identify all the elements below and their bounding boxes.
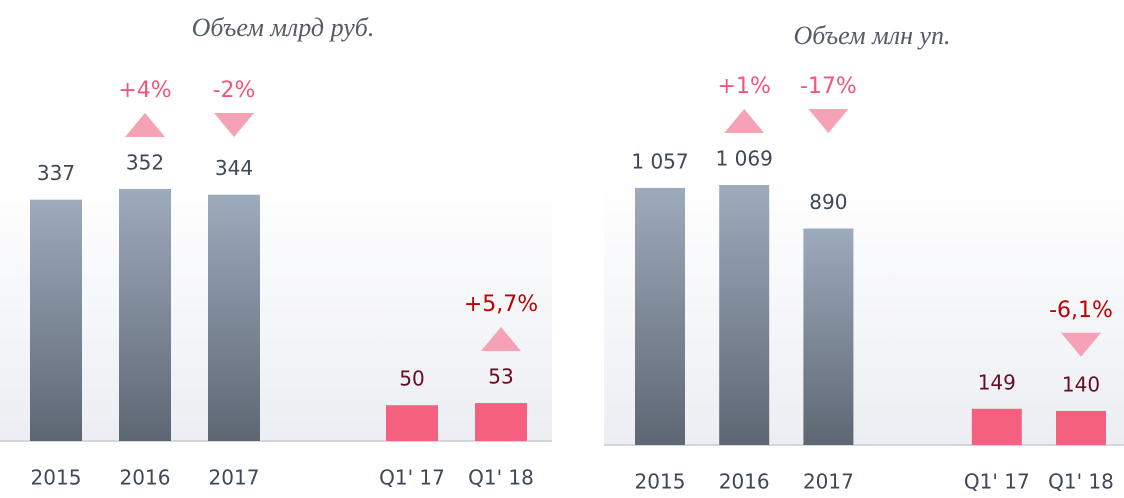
bar xyxy=(30,199,82,441)
plot-background xyxy=(0,179,552,441)
plot-background xyxy=(604,175,1124,445)
bar xyxy=(208,194,260,441)
change-arrow xyxy=(724,109,765,133)
value-label: 1 057 xyxy=(631,149,688,173)
x-tick-label: Q1' 18 xyxy=(1048,470,1114,494)
change-arrow xyxy=(481,327,521,352)
value-label: 149 xyxy=(978,370,1016,394)
value-label: 50 xyxy=(399,367,424,391)
x-tick-label: 2016 xyxy=(120,466,171,490)
value-label: 344 xyxy=(215,156,253,180)
value-label: 352 xyxy=(126,151,164,175)
change-label: -6,1% xyxy=(1049,298,1113,323)
change-label: +1% xyxy=(718,74,771,99)
value-label: 140 xyxy=(1062,372,1100,396)
bar xyxy=(803,228,854,445)
x-tick-label: 2016 xyxy=(719,470,770,494)
value-label: 337 xyxy=(37,161,75,185)
x-tick-label: 2015 xyxy=(635,470,686,494)
chart-title: Объем млрд руб. xyxy=(192,13,375,42)
x-tick-label: Q1' 17 xyxy=(379,466,445,490)
change-arrow xyxy=(808,109,849,133)
value-label: 890 xyxy=(809,190,847,214)
change-arrow xyxy=(125,113,165,137)
change-label: -2% xyxy=(213,78,256,103)
bar xyxy=(1056,410,1106,445)
x-tick-label: 2015 xyxy=(31,466,82,490)
x-tick-label: 2017 xyxy=(803,470,854,494)
bar xyxy=(635,187,685,445)
value-label: 53 xyxy=(488,365,513,389)
change-arrow xyxy=(1061,332,1101,357)
x-tick-label: Q1' 18 xyxy=(468,466,534,490)
bar xyxy=(719,185,770,445)
change-label: +5,7% xyxy=(464,292,538,317)
bar xyxy=(119,189,171,441)
value-label: 1 069 xyxy=(716,147,773,171)
bar xyxy=(386,405,438,441)
x-tick-label: 2017 xyxy=(209,466,260,490)
x-tick-label: Q1' 17 xyxy=(964,470,1030,494)
chart-title: Объем млн уп. xyxy=(793,21,950,50)
change-label: +4% xyxy=(118,78,171,103)
change-arrow xyxy=(214,113,254,137)
bar xyxy=(971,408,1022,445)
change-label: -17% xyxy=(800,74,857,99)
bar xyxy=(475,403,527,441)
